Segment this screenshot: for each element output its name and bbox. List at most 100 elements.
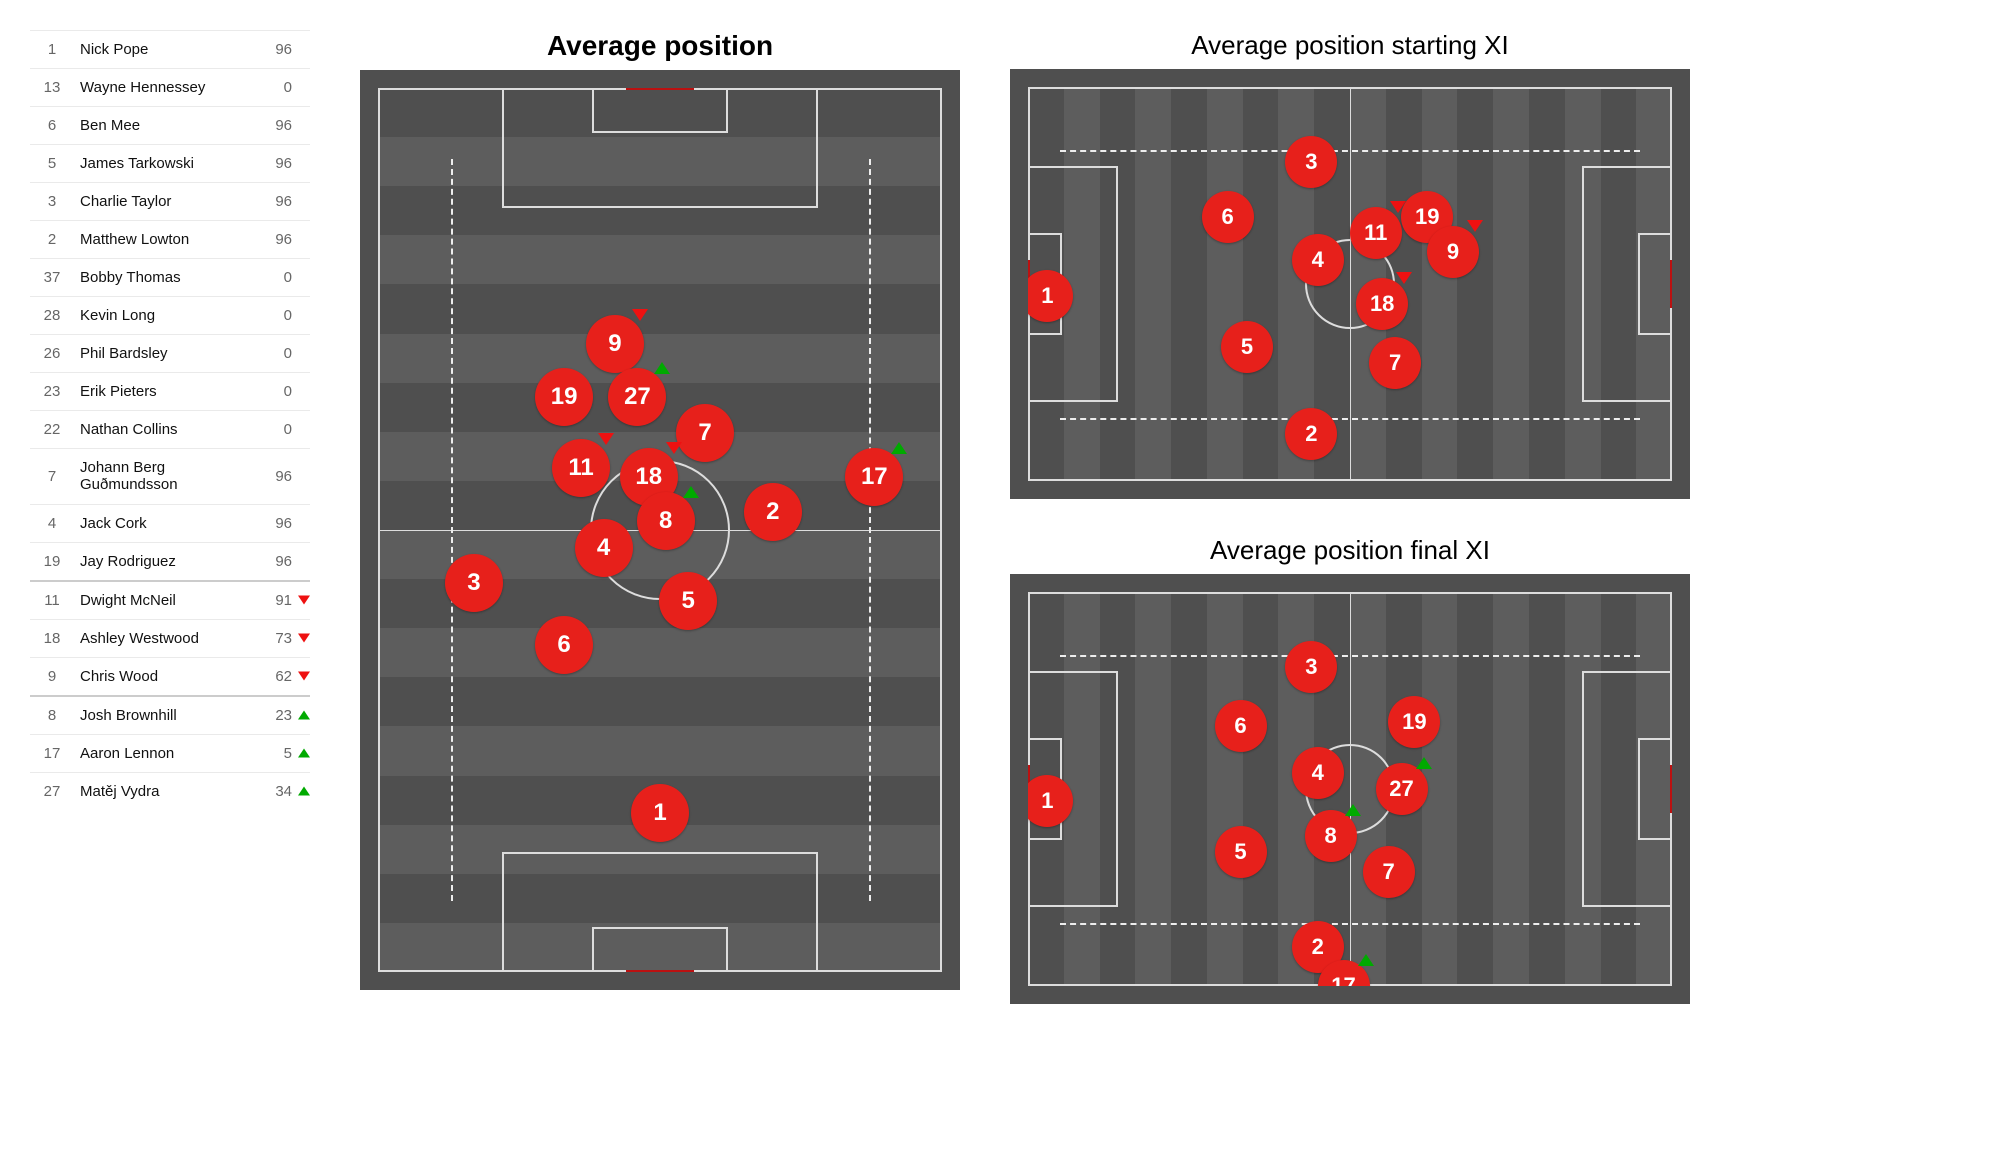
player-minutes: 96 bbox=[246, 145, 310, 183]
final-xi-panel: Average position final XI 16534827271917 bbox=[1010, 535, 1690, 1004]
player-minutes: 23 bbox=[246, 696, 310, 735]
player-marker: 6 bbox=[535, 616, 593, 674]
player-number: 9 bbox=[30, 657, 74, 696]
sub-out-icon bbox=[598, 433, 614, 445]
player-number: 2 bbox=[30, 221, 74, 259]
player-number: 5 bbox=[30, 145, 74, 183]
player-name: Charlie Taylor bbox=[74, 183, 246, 221]
player-minutes: 0 bbox=[246, 69, 310, 107]
player-row: 8Josh Brownhill23 bbox=[30, 696, 310, 735]
player-marker: 9 bbox=[586, 315, 644, 373]
player-row: 17Aaron Lennon5 bbox=[30, 734, 310, 772]
player-marker: 4 bbox=[1292, 747, 1344, 799]
player-row: 28Kevin Long0 bbox=[30, 297, 310, 335]
player-row: 3Charlie Taylor96 bbox=[30, 183, 310, 221]
player-marker: 18 bbox=[1356, 278, 1408, 330]
player-number: 17 bbox=[30, 734, 74, 772]
player-row: 23Erik Pieters0 bbox=[30, 373, 310, 411]
sub-in-icon bbox=[683, 486, 699, 498]
player-name: Chris Wood bbox=[74, 657, 246, 696]
player-row: 7Johann BergGuðmundsson96 bbox=[30, 449, 310, 505]
player-minutes: 62 bbox=[246, 657, 310, 696]
player-marker: 19 bbox=[535, 368, 593, 426]
player-marker: 1 bbox=[1021, 270, 1073, 322]
sub-in-icon bbox=[298, 711, 310, 720]
starting-xi-title: Average position starting XI bbox=[1191, 30, 1508, 61]
player-row: 5James Tarkowski96 bbox=[30, 145, 310, 183]
player-row: 26Phil Bardsley0 bbox=[30, 335, 310, 373]
player-number: 7 bbox=[30, 449, 74, 505]
player-minutes: 0 bbox=[246, 335, 310, 373]
player-minutes: 0 bbox=[246, 259, 310, 297]
player-number: 28 bbox=[30, 297, 74, 335]
sub-in-icon bbox=[1358, 954, 1374, 966]
player-marker: 5 bbox=[659, 572, 717, 630]
player-marker: 4 bbox=[1292, 234, 1344, 286]
player-marker: 3 bbox=[445, 554, 503, 612]
player-marker: 1 bbox=[631, 784, 689, 842]
player-name: Erik Pieters bbox=[74, 373, 246, 411]
player-row: 2Matthew Lowton96 bbox=[30, 221, 310, 259]
player-name: Kevin Long bbox=[74, 297, 246, 335]
player-minutes: 96 bbox=[246, 449, 310, 505]
player-row: 6Ben Mee96 bbox=[30, 107, 310, 145]
player-number: 11 bbox=[30, 581, 74, 620]
player-number: 22 bbox=[30, 411, 74, 449]
player-number: 18 bbox=[30, 619, 74, 657]
sub-out-icon bbox=[1396, 272, 1412, 284]
starting-xi-panel: Average position starting XI 16532411187… bbox=[1010, 30, 1690, 499]
player-minutes: 0 bbox=[246, 297, 310, 335]
player-row: 13Wayne Hennessey0 bbox=[30, 69, 310, 107]
player-row: 9Chris Wood62 bbox=[30, 657, 310, 696]
player-marker: 17 bbox=[1318, 960, 1370, 1004]
player-marker: 27 bbox=[1376, 763, 1428, 815]
player-name: Josh Brownhill bbox=[74, 696, 246, 735]
player-marker: 11 bbox=[1350, 207, 1402, 259]
player-marker: 6 bbox=[1215, 700, 1267, 752]
player-marker: 3 bbox=[1285, 641, 1337, 693]
player-number: 8 bbox=[30, 696, 74, 735]
player-minutes: 96 bbox=[246, 542, 310, 581]
player-number: 23 bbox=[30, 373, 74, 411]
sub-out-icon bbox=[632, 309, 648, 321]
player-number: 19 bbox=[30, 542, 74, 581]
sub-out-icon bbox=[1467, 220, 1483, 232]
main-panel: Average position 9192771118178243561 bbox=[360, 30, 960, 990]
player-minutes: 0 bbox=[246, 411, 310, 449]
final-xi-pitch: 16534827271917 bbox=[1010, 574, 1690, 1004]
sub-in-icon bbox=[298, 749, 310, 758]
player-marker: 17 bbox=[845, 448, 903, 506]
sub-in-icon bbox=[1416, 757, 1432, 769]
player-minutes: 96 bbox=[246, 107, 310, 145]
player-marker: 7 bbox=[1369, 337, 1421, 389]
player-marker: 2 bbox=[1285, 408, 1337, 460]
player-marker: 7 bbox=[676, 404, 734, 462]
player-minutes: 34 bbox=[246, 772, 310, 810]
main-title: Average position bbox=[547, 30, 773, 62]
player-number: 1 bbox=[30, 31, 74, 69]
sub-out-icon bbox=[298, 634, 310, 643]
player-row: 4Jack Cork96 bbox=[30, 504, 310, 542]
player-marker: 7 bbox=[1363, 846, 1415, 898]
player-row: 1Nick Pope96 bbox=[30, 31, 310, 69]
player-marker: 6 bbox=[1202, 191, 1254, 243]
player-marker: 8 bbox=[637, 492, 695, 550]
player-name: Ashley Westwood bbox=[74, 619, 246, 657]
player-name: Aaron Lennon bbox=[74, 734, 246, 772]
player-marker: 2 bbox=[744, 483, 802, 541]
player-marker: 9 bbox=[1427, 226, 1479, 278]
player-marker: 8 bbox=[1305, 810, 1357, 862]
player-marker: 19 bbox=[1388, 696, 1440, 748]
player-number: 3 bbox=[30, 183, 74, 221]
player-minutes: 91 bbox=[246, 581, 310, 620]
player-row: 19Jay Rodriguez96 bbox=[30, 542, 310, 581]
player-marker: 3 bbox=[1285, 136, 1337, 188]
player-name: Dwight McNeil bbox=[74, 581, 246, 620]
right-column: Average position starting XI 16532411187… bbox=[1010, 30, 1690, 1004]
player-number: 26 bbox=[30, 335, 74, 373]
player-marker: 27 bbox=[608, 368, 666, 426]
sub-in-icon bbox=[654, 362, 670, 374]
player-name: Ben Mee bbox=[74, 107, 246, 145]
player-minutes: 96 bbox=[246, 31, 310, 69]
player-marker: 5 bbox=[1215, 826, 1267, 878]
